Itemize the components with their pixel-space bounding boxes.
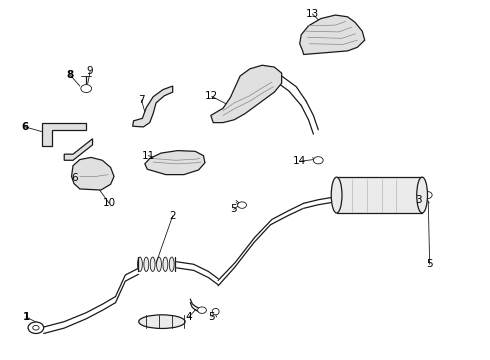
Polygon shape [300,15,365,54]
Polygon shape [211,65,282,123]
Text: 5: 5 [426,259,433,269]
Polygon shape [64,139,93,160]
Ellipse shape [138,257,143,271]
Ellipse shape [169,257,174,271]
Text: 1: 1 [23,312,30,322]
Ellipse shape [157,257,161,271]
Polygon shape [133,86,172,127]
Ellipse shape [197,307,206,314]
Text: 5: 5 [208,312,215,322]
Ellipse shape [417,177,427,213]
Ellipse shape [33,325,39,330]
Text: 3: 3 [416,195,422,206]
Text: 7: 7 [138,95,145,105]
Text: 6: 6 [22,122,29,132]
Text: 9: 9 [87,66,94,76]
Polygon shape [42,123,86,146]
FancyBboxPatch shape [337,177,422,213]
Ellipse shape [28,322,44,333]
Ellipse shape [144,257,149,271]
Text: 2: 2 [170,211,176,221]
Text: 14: 14 [293,156,306,166]
Polygon shape [72,157,114,190]
Ellipse shape [422,192,432,199]
Text: 4: 4 [186,312,192,322]
Text: 10: 10 [102,198,116,208]
Text: 8: 8 [67,70,74,80]
Ellipse shape [212,309,219,315]
Ellipse shape [163,257,168,271]
Text: 6: 6 [72,173,78,183]
Ellipse shape [81,85,92,93]
Polygon shape [145,150,205,175]
Ellipse shape [238,202,246,208]
Text: 12: 12 [205,91,219,102]
Text: 5: 5 [230,204,237,215]
Ellipse shape [139,315,185,328]
Ellipse shape [314,157,323,164]
Ellipse shape [150,257,155,271]
Text: 13: 13 [306,9,319,19]
Text: 11: 11 [142,150,155,161]
Ellipse shape [331,177,342,213]
